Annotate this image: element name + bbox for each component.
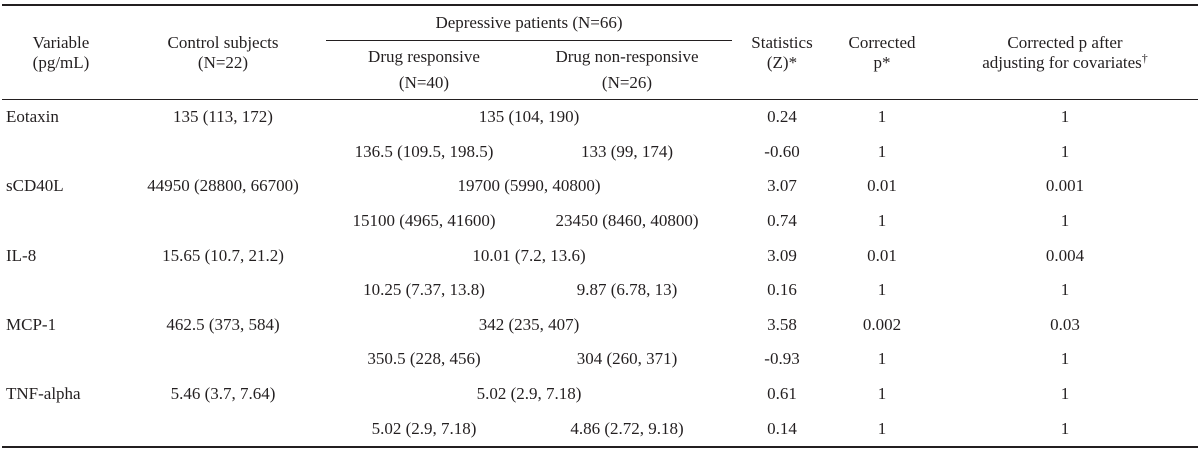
cell-control: 462.5 (373, 584) — [166, 314, 280, 334]
table-row: 350.5 (228, 456) 304 (260, 371) -0.93 1 … — [2, 342, 1198, 377]
cell-padj: 0.001 — [1045, 176, 1085, 196]
cell-z: 0.16 — [767, 280, 797, 300]
cell-combined: 135 (104, 190) — [478, 107, 580, 127]
cell-p: 1 — [877, 107, 887, 127]
cell-nonresponsive: 23450 (8460, 40800) — [555, 211, 699, 231]
cell-p: 0.01 — [867, 176, 897, 196]
cell-responsive: 350.5 (228, 456) — [367, 349, 481, 369]
header-control: Control subjects (N=22) — [120, 4, 326, 100]
cell-control — [120, 342, 326, 377]
cell-combined: 5.02 (2.9, 7.18) — [476, 384, 582, 404]
cell-combined: 19700 (5990, 40800) — [457, 176, 601, 196]
cell-z: 3.07 — [767, 176, 797, 196]
cell-z: 0.74 — [767, 211, 797, 231]
cell-nonresponsive: 133 (99, 174) — [580, 141, 674, 161]
table-row: MCP-1 462.5 (373, 584) 342 (235, 407) 3.… — [2, 308, 1198, 343]
cell-p: 1 — [877, 141, 887, 161]
cell-variable — [2, 204, 120, 239]
cell-padj: 1 — [1060, 384, 1070, 404]
header-variable: Variable (pg/mL) — [2, 4, 120, 100]
table-row: 5.02 (2.9, 7.18) 4.86 (2.72, 9.18) 0.14 … — [2, 411, 1198, 448]
cell-variable — [2, 411, 120, 448]
cell-padj: 0.004 — [1045, 245, 1085, 265]
cell-padj: 1 — [1060, 211, 1070, 231]
cell-control: 135 (113, 172) — [173, 107, 273, 127]
cytokine-table: Variable (pg/mL) Control subjects (N=22) D… — [2, 4, 1198, 448]
table-row: 10.25 (7.37, 13.8) 9.87 (6.78, 13) 0.16 … — [2, 273, 1198, 308]
header-drug-responsive: Drug responsive (N=40) — [326, 40, 522, 100]
cell-combined: 10.01 (7.2, 13.6) — [472, 245, 586, 265]
cell-p: 0.01 — [867, 245, 897, 265]
cell-z: 0.14 — [732, 411, 832, 448]
header-corrected-p-adjusted: Corrected p after adjusting for covariate… — [932, 4, 1198, 100]
header-corrected-p: Corrected p* — [832, 4, 932, 100]
table-row: 136.5 (109.5, 198.5) 133 (99, 174) -0.60… — [2, 135, 1198, 170]
cell-variable — [2, 342, 120, 377]
cell-variable: IL-8 — [6, 245, 37, 265]
cell-responsive: 15100 (4965, 41600) — [352, 211, 496, 231]
cell-z: 0.24 — [767, 107, 797, 127]
cell-variable: TNF-alpha — [6, 384, 81, 404]
cell-p: 0.002 — [862, 314, 902, 334]
cell-variable: MCP-1 — [6, 314, 57, 334]
cell-nonresponsive: 4.86 (2.72, 9.18) — [522, 411, 732, 448]
cell-z: 0.61 — [767, 384, 797, 404]
cell-control — [120, 411, 326, 448]
cell-padj: 1 — [1060, 349, 1070, 369]
table-row: IL-8 15.65 (10.7, 21.2) 10.01 (7.2, 13.6… — [2, 238, 1198, 273]
cell-p: 1 — [877, 211, 887, 231]
cell-p: 1 — [832, 411, 932, 448]
header-depressive-group: Depressive patients (N=66) — [326, 4, 732, 41]
cell-responsive: 5.02 (2.9, 7.18) — [326, 411, 522, 448]
cell-control — [120, 204, 326, 239]
cell-variable — [2, 135, 120, 170]
table-row: 15100 (4965, 41600) 23450 (8460, 40800) … — [2, 204, 1198, 239]
cell-control: 5.46 (3.7, 7.64) — [170, 384, 276, 404]
cell-nonresponsive: 304 (260, 371) — [576, 349, 678, 369]
cell-p: 1 — [877, 280, 887, 300]
cell-z: -0.93 — [764, 349, 800, 369]
cell-z: 3.58 — [767, 314, 797, 334]
cell-responsive: 10.25 (7.37, 13.8) — [363, 280, 485, 300]
cell-padj: 1 — [932, 411, 1198, 448]
cell-responsive: 136.5 (109.5, 198.5) — [354, 141, 494, 161]
cell-z: -0.60 — [764, 141, 800, 161]
header-statistics: Statistics (Z)* — [732, 4, 832, 100]
table-row: TNF-alpha 5.46 (3.7, 7.64) 5.02 (2.9, 7.… — [2, 377, 1198, 412]
cell-control — [120, 135, 326, 170]
cell-control: 15.65 (10.7, 21.2) — [162, 245, 284, 265]
header-drug-nonresponsive: Drug non-responsive (N=26) — [522, 40, 732, 100]
cell-padj: 0.03 — [1050, 314, 1080, 334]
cell-control: 44950 (28800, 66700) — [147, 176, 299, 196]
table-row: sCD40L 44950 (28800, 66700) 19700 (5990,… — [2, 169, 1198, 204]
cell-padj: 1 — [1060, 280, 1070, 300]
cell-p: 1 — [877, 384, 887, 404]
cell-variable: sCD40L — [6, 176, 64, 196]
cell-variable — [2, 273, 120, 308]
cell-control — [120, 273, 326, 308]
cell-z: 3.09 — [767, 245, 797, 265]
cell-p: 1 — [877, 349, 887, 369]
cell-variable: Eotaxin — [6, 107, 59, 127]
cell-combined: 342 (235, 407) — [478, 314, 580, 334]
table-row: Eotaxin 135 (113, 172) 135 (104, 190) 0.… — [2, 100, 1198, 135]
cell-nonresponsive: 9.87 (6.78, 13) — [576, 280, 678, 300]
cell-padj: 1 — [1060, 107, 1070, 127]
cell-padj: 1 — [1060, 141, 1070, 161]
